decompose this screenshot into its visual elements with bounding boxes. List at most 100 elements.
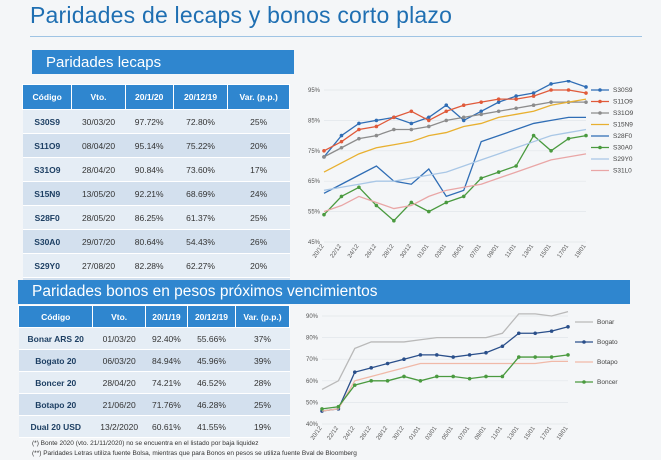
data-point [461,115,466,120]
table-cell: 29/07/20 [71,229,126,254]
cell-code: Botapo 20 [18,393,93,416]
data-point [566,88,571,92]
table-cell: 25% [227,205,290,230]
cell-code: Bogato 20 [18,349,93,372]
data-point [427,209,431,214]
data-point [435,374,439,379]
data-point [409,109,414,114]
data-point [584,133,588,138]
data-point [353,383,357,387]
cell-code: S28F0 [22,205,72,230]
data-point [427,115,431,120]
x-tick-label: 11/01 [491,425,505,441]
series-line [321,326,569,412]
table-cell: 73.60% [173,157,228,182]
table-cell: 08/04/20 [71,133,126,158]
y-tick-label: 50% [306,400,319,406]
table-cell: 20% [227,253,290,278]
x-tick-label: 11/01 [504,243,518,259]
column-header: Var. (p.p.) [227,84,290,110]
legend-marker [598,111,602,115]
cell-code: S15N9 [22,181,72,206]
data-point [514,94,518,98]
data-point [479,112,483,117]
x-tick-label: 03/01 [425,425,439,441]
cell-code: Dual 20 USD [18,415,93,438]
series-line [323,101,586,158]
table-cell: 74.21% [145,371,188,394]
data-point [479,109,483,114]
lecaps-line-chart: 95%85%75%65%55%45%20/12 22/12 24/12 26/12 28… [308,80,634,259]
column-header: Vto. [71,84,126,110]
table-cell: 37% [235,327,290,350]
data-point [484,350,488,355]
y-tick-label: 40% [306,422,319,428]
data-point [500,374,505,379]
data-point [484,374,488,379]
table-cell: 06/03/20 [92,349,146,372]
legend-marker [598,145,602,150]
table-row: Dual 20 USD 13/2/2020 60.61% 41.55% 19% [18,415,290,438]
data-point [427,124,431,129]
table-cell: 26% [227,229,290,254]
x-tick-label: 15/01 [523,425,537,441]
x-tick-label: 19/01 [574,243,588,259]
data-point [531,91,536,95]
data-point [566,325,570,329]
table-cell: 92.21% [125,181,174,206]
data-point [584,91,588,95]
x-tick-label: 07/01 [469,243,483,259]
data-point [479,100,483,104]
table-cell: 97.72% [125,109,174,134]
y-tick-label: 95% [308,88,321,94]
lecaps-table: Código Vto. 20/1/20 20/12/19 Var. (p.p.) S30… [21,84,290,302]
data-point [584,100,588,104]
data-point [374,124,379,129]
data-point [461,194,466,199]
series-line [323,89,587,152]
data-point [549,329,554,333]
section-banner-lecaps: Paridades lecaps [32,50,294,74]
table-cell: 41.55% [187,415,236,438]
data-point [444,103,449,107]
data-point [461,103,466,107]
data-point [514,164,518,168]
series-line [323,116,586,198]
data-point [549,355,554,359]
table-cell: 80.64% [125,229,174,254]
table-cell: 82.28% [125,253,174,278]
data-point [517,331,521,336]
table-cell: 28/04/20 [71,157,126,182]
y-tick-label: 90% [306,314,319,320]
table-cell: 21/06/20 [92,393,146,416]
data-point [444,200,449,205]
y-tick-label: 45% [308,240,321,246]
legend-label: Bonar [597,319,615,326]
x-tick-label: 01/01 [409,425,423,441]
section-banner-bonos: Paridades bonos en pesos próximos vencim… [18,280,630,304]
table-header-row: Código Vto. 20/1/20 20/12/19 Var. (p.p.) [21,84,290,110]
table-row: S30S9 30/03/20 97.72% 72.80% 25% [22,109,290,134]
y-tick-label: 70% [306,357,319,363]
series-line [321,354,569,410]
y-tick-label: 65% [308,179,321,185]
data-point [533,355,537,359]
table-cell: 39% [235,349,290,372]
table-cell: 25% [235,393,290,416]
x-tick-label: 24/12 [343,425,357,441]
legend-label: S15N9 [613,122,633,129]
legend-marker [582,380,586,384]
data-point [514,106,518,111]
data-point [531,133,536,138]
table-cell: 60.61% [145,415,188,438]
table-cell: 95.14% [125,133,174,158]
legend-marker [598,99,602,104]
column-header: Var. (p.p.) [234,305,291,328]
y-tick-label: 80% [306,336,319,342]
data-point [385,379,390,383]
data-point [444,109,449,114]
table-cell: 13/05/20 [71,181,126,206]
data-point [427,118,431,123]
data-point [467,376,472,381]
series-line [323,153,587,213]
